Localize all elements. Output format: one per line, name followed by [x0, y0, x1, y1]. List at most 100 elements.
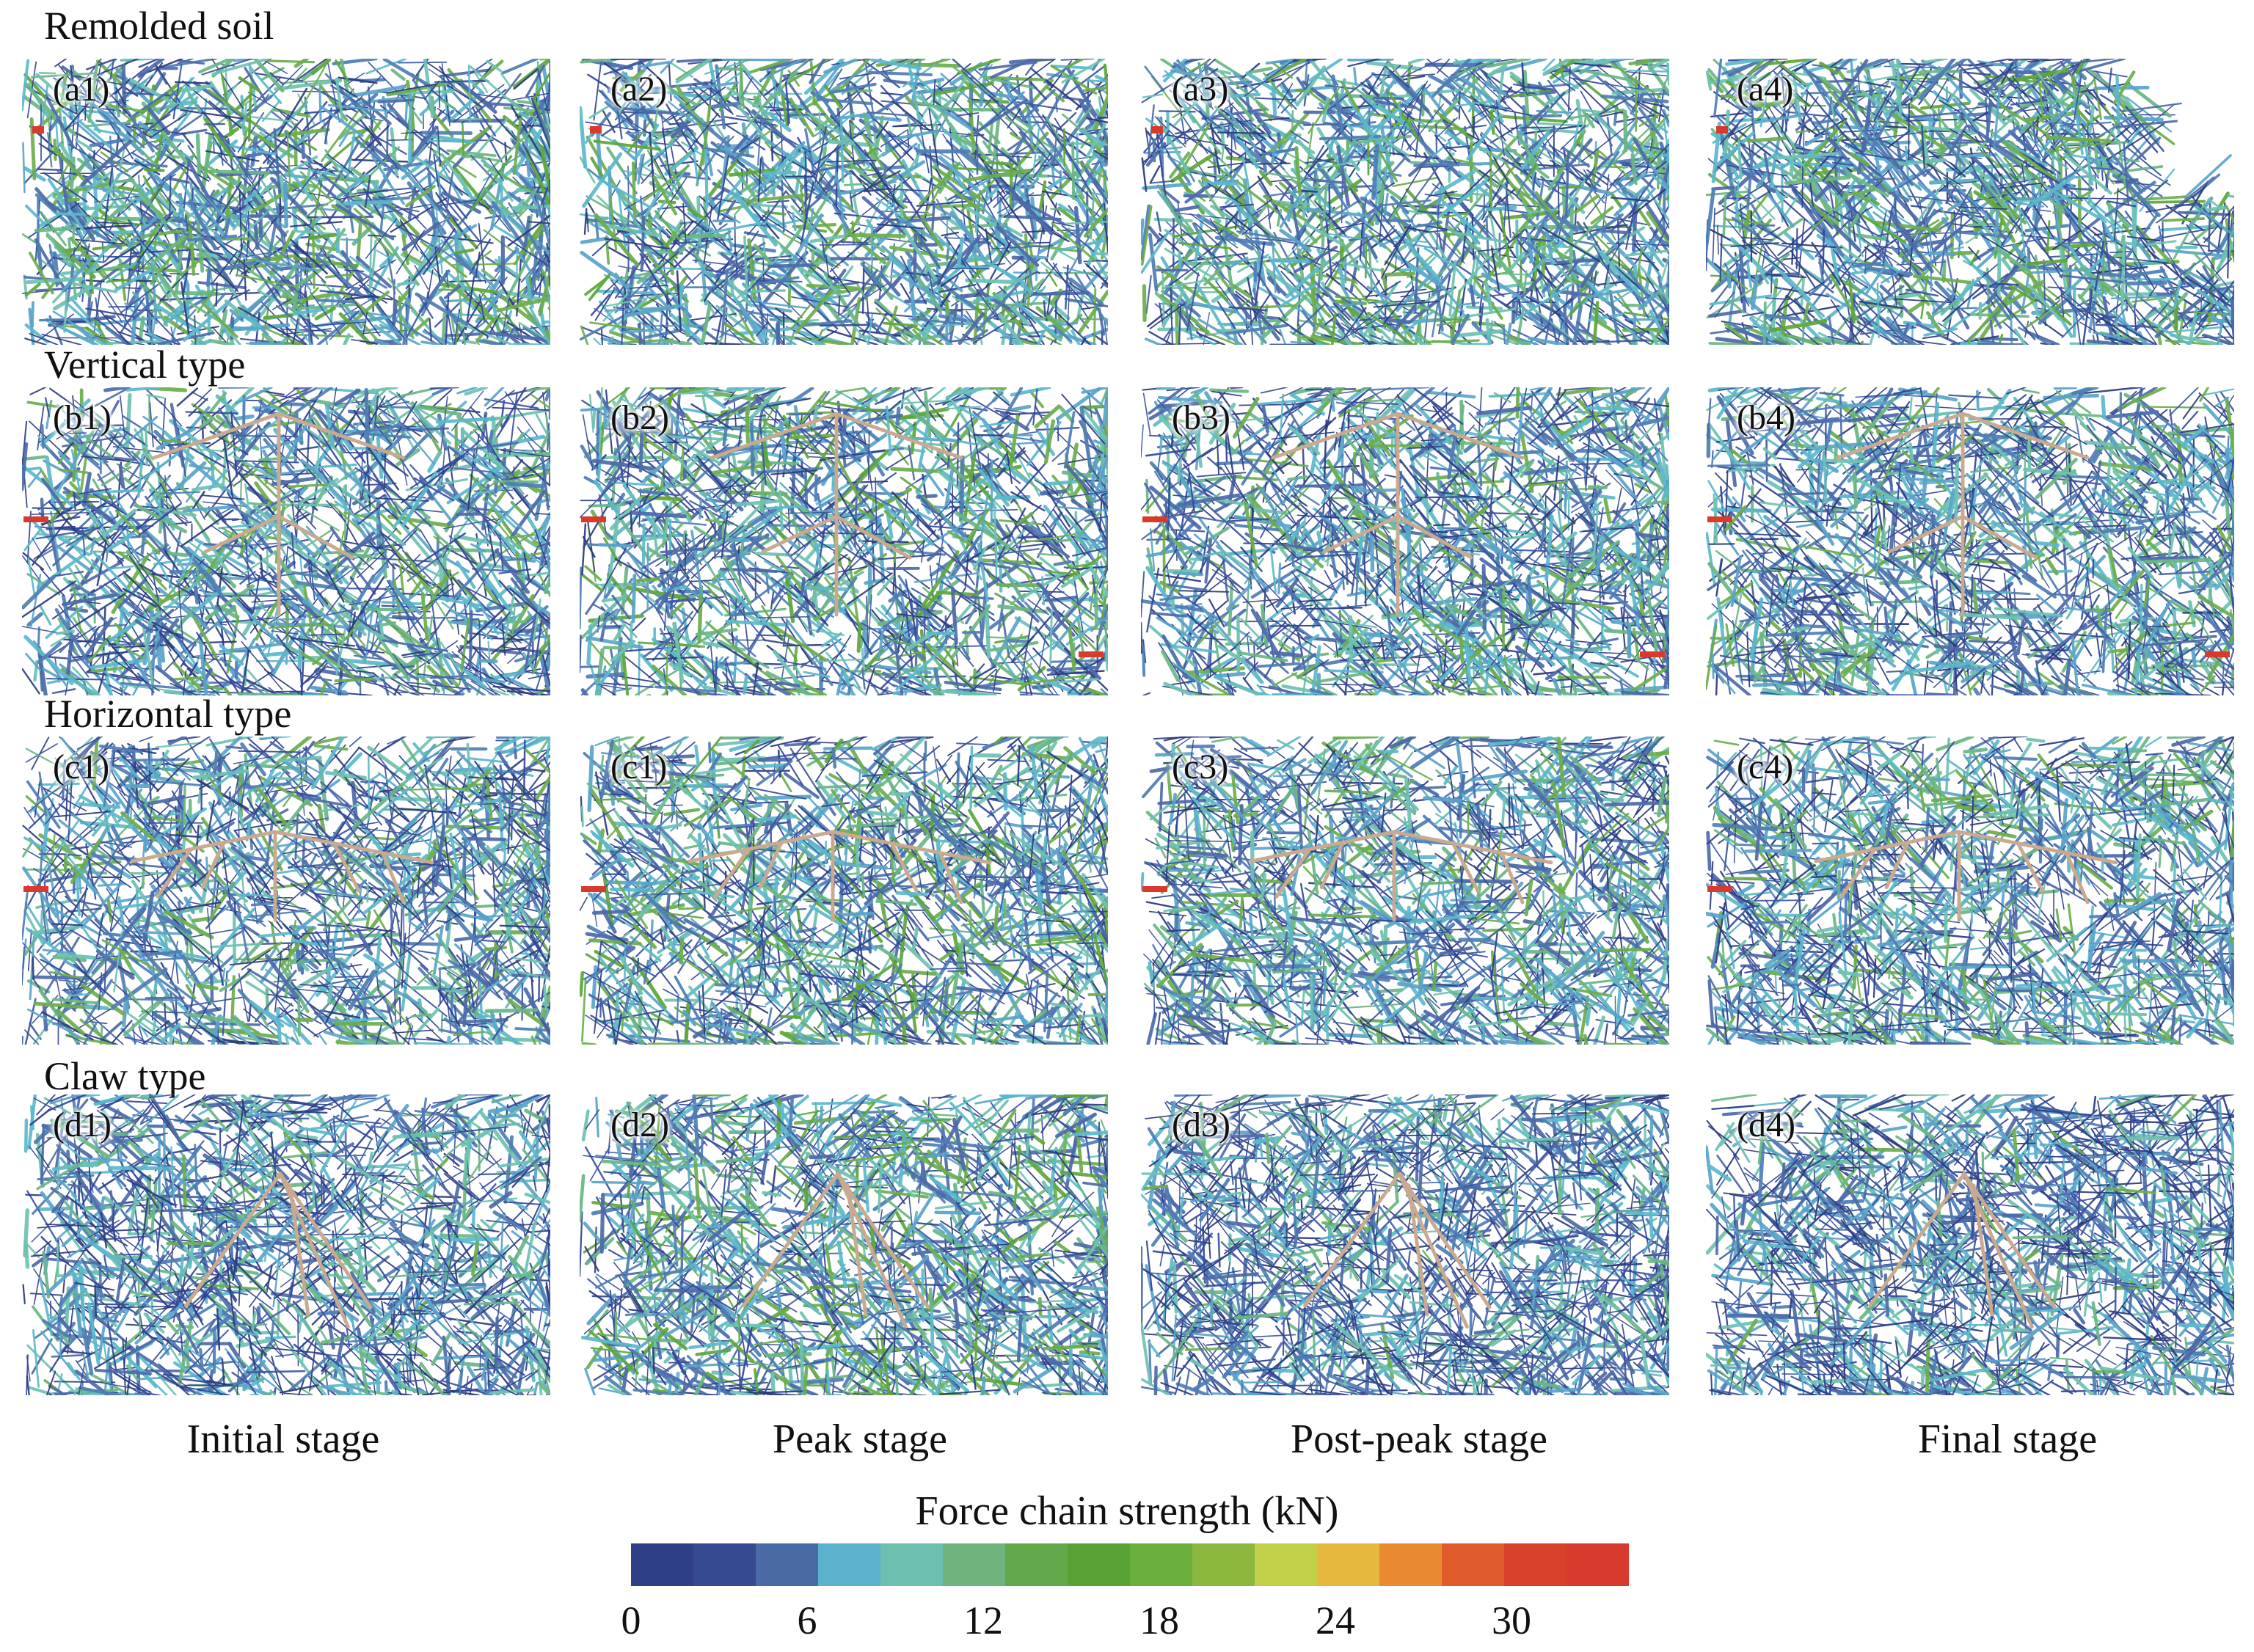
colorbar-title: Force chain strength (kN) — [0, 1488, 2254, 1535]
high-force-marker-left — [1142, 516, 1167, 522]
colorbar-bin — [693, 1543, 756, 1586]
root-segment-claw-right — [1962, 1172, 2057, 1309]
panel-label: (d3) — [1172, 1108, 1230, 1143]
panel-none-4: (a4) — [1706, 59, 2234, 345]
root-segment-sub-root-4 — [938, 852, 963, 904]
stage-label-final: Final stage — [1751, 1416, 2254, 1463]
colorbar-bin — [1442, 1543, 1505, 1586]
root-segment-sub-root-1 — [713, 847, 751, 899]
panel-label: (d4) — [1737, 1108, 1795, 1143]
panel-claw-3: (d3) — [1141, 1094, 1669, 1395]
colorbar-bin — [1192, 1543, 1255, 1586]
high-force-marker-left — [581, 886, 606, 892]
force-chain-network — [22, 387, 550, 695]
force-chain-network — [1706, 387, 2234, 695]
colorbar — [631, 1543, 1629, 1586]
panel-label: (a4) — [1737, 72, 1793, 107]
colorbar-bin — [818, 1543, 881, 1586]
high-force-marker-right — [2205, 651, 2230, 657]
force-chain-network — [1706, 737, 2234, 1045]
colorbar-tick-label: 0 — [621, 1598, 641, 1643]
root-segment-sub-root-2 — [1883, 841, 1910, 891]
force-chain-network — [1141, 387, 1669, 695]
panel-label: (b2) — [610, 401, 669, 436]
force-chain-plot — [1706, 1094, 2234, 1395]
colorbar-tick-label: 30 — [1492, 1598, 1531, 1643]
colorbar-bin — [1504, 1543, 1567, 1586]
root-segment-claw-right — [278, 1172, 373, 1309]
panel-vertical-1: (b1) — [22, 387, 550, 695]
root-segment-sub-root-3 — [2016, 841, 2046, 894]
high-force-marker-left — [1707, 886, 1732, 892]
root-segment-sub-root-1 — [1274, 847, 1312, 899]
force-chain-plot — [580, 387, 1108, 695]
high-force-marker-left — [23, 886, 48, 892]
force-chain-plot — [1706, 59, 2234, 345]
panel-label: (c3) — [1172, 750, 1228, 785]
root-segment-sub-root-3 — [889, 841, 919, 894]
force-chain-network — [580, 1094, 1108, 1395]
panel-label: (d2) — [610, 1108, 669, 1143]
panel-claw-1: (d1) — [22, 1094, 550, 1395]
panel-claw-4: (d4) — [1706, 1094, 2234, 1395]
panel-none-3: (a3) — [1141, 59, 1669, 345]
force-chain-network — [580, 59, 1108, 345]
colorbar-bin — [1317, 1543, 1380, 1586]
root-segment-lower-branch — [203, 514, 354, 560]
root-segment-lower-branch — [1887, 514, 2038, 560]
panel-label: (c4) — [1737, 750, 1793, 785]
panel-claw-2: (d2) — [580, 1094, 1108, 1395]
panel-horizontal-4: (c4) — [1706, 737, 2234, 1045]
panel-vertical-4: (b4) — [1706, 387, 2234, 695]
row-title-claw: Claw type — [44, 1056, 205, 1096]
root-segment-claw-inner — [288, 1183, 310, 1317]
root-segment-sub-root-3 — [332, 841, 362, 894]
panel-label: (a2) — [610, 72, 667, 107]
force-chain-plot — [22, 737, 550, 1045]
root-segment-lower-branch — [1322, 514, 1473, 560]
panel-label: (a3) — [1172, 72, 1228, 107]
colorbar-tick-label: 24 — [1316, 1598, 1355, 1643]
panel-none-1: (a1) — [22, 59, 550, 345]
panel-label: (a1) — [53, 72, 109, 107]
colorbar-bin — [943, 1543, 1006, 1586]
force-chain-network — [1141, 1094, 1669, 1395]
panel-label: (d1) — [53, 1108, 112, 1143]
root-segment-claw-inner — [845, 1183, 868, 1317]
root-segment-claw-left — [183, 1172, 282, 1309]
colorbar-tick-label: 18 — [1139, 1598, 1179, 1643]
high-force-marker-left — [1707, 516, 1732, 522]
force-chain-plot — [1706, 737, 2234, 1045]
high-force-marker-right — [1640, 651, 1665, 657]
force-chain-plot — [1141, 737, 1669, 1045]
colorbar-bin — [1255, 1543, 1318, 1586]
root-segment-sub-root-2 — [200, 841, 226, 891]
stage-label-post-peak: Post-peak stage — [1162, 1416, 1676, 1463]
colorbar-bin — [1130, 1543, 1193, 1586]
root-segment-claw-left — [1302, 1172, 1401, 1309]
force-chain-network — [22, 737, 550, 1045]
force-chain-network — [22, 59, 550, 345]
force-chain-plot — [1706, 387, 2234, 695]
high-force-marker-left — [1151, 126, 1163, 134]
colorbar-bin — [756, 1543, 819, 1586]
root-segment-sub-root-1 — [156, 847, 193, 899]
force-chain-plot — [580, 59, 1108, 345]
root-segment-claw-inner — [1972, 1183, 1994, 1317]
panel-label: (b3) — [1172, 401, 1230, 436]
force-chain-plot — [580, 1094, 1108, 1395]
root-segment-sub-root-2 — [1319, 841, 1345, 891]
root-segment-sub-root-3 — [1451, 841, 1481, 894]
root-segment-claw-right — [836, 1172, 930, 1309]
colorbar-tick-label: 12 — [963, 1598, 1003, 1643]
force-chain-plot — [1141, 387, 1669, 695]
root-segment-sub-root-1 — [1839, 847, 1877, 899]
force-chain-network — [1706, 59, 2234, 345]
high-force-marker-left — [590, 126, 602, 134]
force-chain-plot — [22, 387, 550, 695]
colorbar-bin — [1068, 1543, 1131, 1586]
colorbar-bin — [880, 1543, 944, 1586]
row-title-horizontal: Horizontal type — [44, 694, 291, 734]
colorbar-bin — [1567, 1543, 1629, 1586]
root-segment-sub-root-2 — [757, 841, 784, 891]
